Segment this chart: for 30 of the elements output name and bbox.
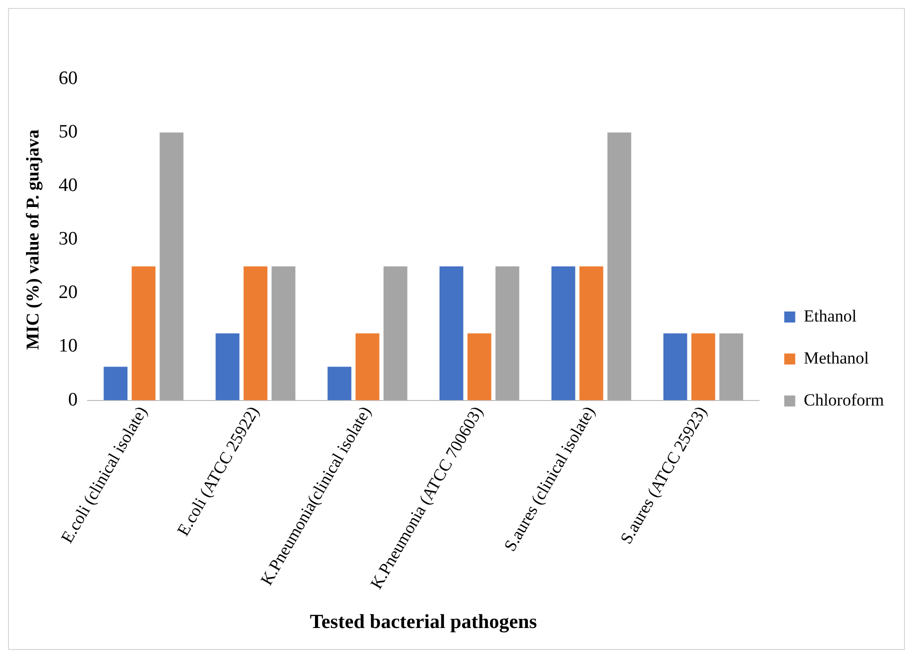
y-tick-label: 10 bbox=[58, 336, 78, 357]
bar bbox=[104, 366, 128, 400]
bar bbox=[440, 266, 464, 400]
bar bbox=[691, 333, 716, 400]
y-axis-title: MIC (%) value of P. guajava bbox=[22, 129, 42, 350]
y-tick-label: 50 bbox=[58, 122, 78, 143]
x-axis-title: Tested bacterial pathogens bbox=[310, 611, 538, 634]
y-tick-label: 20 bbox=[58, 282, 78, 304]
bar bbox=[356, 333, 380, 400]
bar bbox=[607, 132, 632, 400]
bar bbox=[495, 266, 520, 400]
bar bbox=[132, 266, 156, 400]
bar bbox=[663, 333, 688, 400]
legend-label: Chloroform bbox=[804, 390, 884, 410]
y-tick-label: 40 bbox=[58, 175, 78, 196]
legend-label: Ethanol bbox=[804, 306, 857, 326]
bar bbox=[384, 266, 408, 400]
y-tick-label: 30 bbox=[58, 228, 78, 250]
bar bbox=[328, 366, 352, 400]
bar bbox=[272, 266, 296, 400]
y-tick-label: 60 bbox=[58, 68, 78, 89]
y-tick-label: 0 bbox=[68, 389, 78, 410]
bar bbox=[244, 266, 268, 400]
bar bbox=[579, 266, 604, 400]
bar bbox=[467, 333, 492, 400]
bar bbox=[216, 333, 240, 400]
legend-label: Methanol bbox=[804, 348, 870, 368]
bar bbox=[160, 132, 184, 400]
bar bbox=[551, 266, 576, 400]
bar bbox=[719, 333, 744, 400]
